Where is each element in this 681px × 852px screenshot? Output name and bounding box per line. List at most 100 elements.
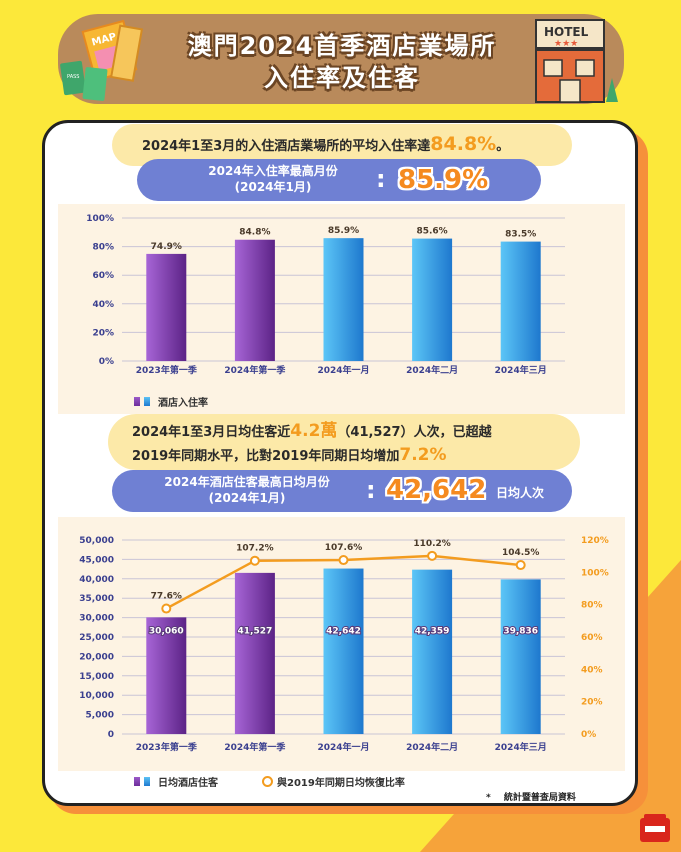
occupancy-bar: [412, 238, 453, 361]
y-tick-label: 20%: [92, 328, 114, 338]
x-tick-label: 2024年一月: [317, 364, 369, 376]
guests-legend-line-label: 與2019年同期日均恢復比率: [277, 778, 405, 789]
guests-bar: [234, 572, 275, 734]
logo-icon: [640, 814, 670, 842]
guests-bar: [323, 568, 364, 734]
y-tick-label: 35,000: [79, 594, 114, 604]
y-tick-label: 5,000: [86, 711, 114, 721]
y-tick-label: 10,000: [79, 691, 114, 701]
guests-summary-line1-b: 4.2萬: [290, 421, 338, 441]
legend-swatch-purple: [134, 397, 140, 406]
line-value-label: 104.5%: [502, 548, 540, 558]
occupancy-bar: [500, 241, 541, 361]
bar-value-label: 84.8%: [239, 228, 270, 238]
recovery-rate-point: [161, 603, 172, 614]
guests-summary-text: 2024年1至3月日均住客近4.2萬（41,527）人次，已超越 2019年同期…: [132, 420, 492, 468]
occupancy-average-value: 84.8%: [430, 133, 497, 155]
y-tick-label: 20,000: [79, 652, 114, 662]
bar-value-label: 85.9%: [328, 226, 359, 236]
recovery-rate-point: [515, 560, 526, 571]
x-tick-label: 2024年第一季: [224, 741, 286, 753]
y2-tick-label: 60%: [581, 633, 603, 643]
guests-peak-colon: :: [366, 476, 376, 504]
y-tick-label: 45,000: [79, 555, 114, 565]
y-tick-label: 40%: [92, 300, 114, 310]
occupancy-bar: [234, 239, 275, 361]
legend-line-marker-icon: [262, 776, 273, 787]
occupancy-bar: [146, 253, 187, 361]
x-tick-label: 2024年三月: [495, 741, 547, 753]
occupancy-peak-line-1: 2024年入住率最高月份: [208, 164, 338, 178]
guests-bar: [500, 579, 541, 734]
occupancy-summary-label: 2024年1至3月的入住酒店業場所的平均入住率達: [142, 139, 431, 154]
y-tick-label: 50,000: [79, 536, 114, 546]
guests-peak-value: 42,642: [386, 475, 487, 505]
occupancy-peak-pill: [137, 159, 541, 201]
hotel-illustration: HOTEL ★★★: [535, 19, 618, 103]
title-line-1: 澳門2024首季酒店業場所: [187, 32, 497, 60]
guests-bar: [146, 617, 187, 734]
guests-summary-line2-b: 7.2%: [399, 445, 447, 465]
line-value-label: 77.6%: [151, 592, 182, 602]
x-tick-label: 2023年第一季: [136, 741, 198, 753]
source-note: * 統計暨普查局資料: [486, 790, 576, 803]
line-value-label: 110.2%: [413, 539, 451, 549]
y2-tick-label: 120%: [581, 536, 609, 546]
y2-tick-label: 0%: [581, 730, 596, 740]
guests-summary-line1-c: （41,527）人次，已超越: [337, 425, 492, 440]
bar-value-label: 42,642: [326, 626, 361, 636]
bar-value-label: 42,359: [415, 626, 450, 636]
bar-value-label: 85.6%: [416, 227, 447, 237]
y2-tick-label: 100%: [581, 568, 609, 578]
occupancy-bar: [323, 238, 364, 361]
guests-peak-label: 2024年酒店住客最高日均月份 (2024年1月): [134, 474, 360, 506]
y-tick-label: 60%: [92, 271, 114, 281]
line-value-label: 107.2%: [236, 544, 274, 554]
occupancy-peak-line-2: (2024年1月): [234, 180, 312, 194]
bar-value-label: 41,527: [238, 626, 273, 636]
x-tick-label: 2024年二月: [406, 741, 458, 753]
y2-tick-label: 40%: [581, 665, 603, 675]
y-tick-label: 80%: [92, 243, 114, 253]
y-tick-label: 100%: [86, 214, 114, 224]
source-star: *: [486, 793, 491, 803]
occupancy-summary-end: 。: [496, 139, 510, 154]
title-banner: [58, 14, 624, 104]
hotel-sign-text: HOTEL: [544, 25, 589, 39]
occupancy-peak-value: 85.9%: [398, 165, 489, 195]
source-text: 統計暨普查局資料: [503, 793, 576, 803]
hotel-stars: ★★★: [554, 39, 578, 49]
guests-bar: [412, 569, 453, 734]
occupancy-summary-text: 2024年1至3月的入住酒店業場所的平均入住率達84.8%。: [142, 133, 509, 158]
guests-legend-bar-label: 日均酒店住客: [158, 778, 218, 789]
legend-swatch-blue: [144, 397, 150, 406]
y-tick-label: 25,000: [79, 633, 114, 643]
y-tick-label: 0: [108, 730, 114, 740]
page-title: 澳門2024首季酒店業場所 入住率及住客: [150, 30, 534, 94]
guests-peak-line-2: (2024年1月): [208, 491, 286, 505]
y2-tick-label: 20%: [581, 698, 603, 708]
legend-swatch-purple: [134, 777, 140, 786]
x-tick-label: 2024年三月: [495, 364, 547, 376]
ticket-icon: [110, 24, 144, 82]
bar-value-label: 30,060: [149, 626, 184, 636]
x-tick-label: 2023年第一季: [136, 364, 198, 376]
y-tick-label: 40,000: [79, 575, 114, 585]
guests-peak-line-1: 2024年酒店住客最高日均月份: [164, 475, 330, 489]
y-tick-label: 0%: [99, 357, 114, 367]
guests-legend: 日均酒店住客 與2019年同期日均恢復比率: [134, 774, 405, 789]
y-tick-label: 15,000: [79, 672, 114, 682]
bar-value-label: 83.5%: [505, 230, 536, 240]
occupancy-peak-label: 2024年入住率最高月份 (2024年1月): [183, 163, 363, 195]
guests-summary-line1-a: 2024年1至3月日均住客近: [132, 425, 291, 440]
line-value-label: 107.6%: [325, 543, 363, 553]
x-tick-label: 2024年一月: [317, 741, 369, 753]
x-tick-label: 2024年第一季: [224, 364, 286, 376]
y2-tick-label: 80%: [581, 601, 603, 611]
passport-icon: PASS: [60, 60, 108, 101]
tree-icon: [606, 78, 618, 102]
x-tick-label: 2024年二月: [406, 364, 458, 376]
pass-label: PASS: [67, 74, 79, 80]
